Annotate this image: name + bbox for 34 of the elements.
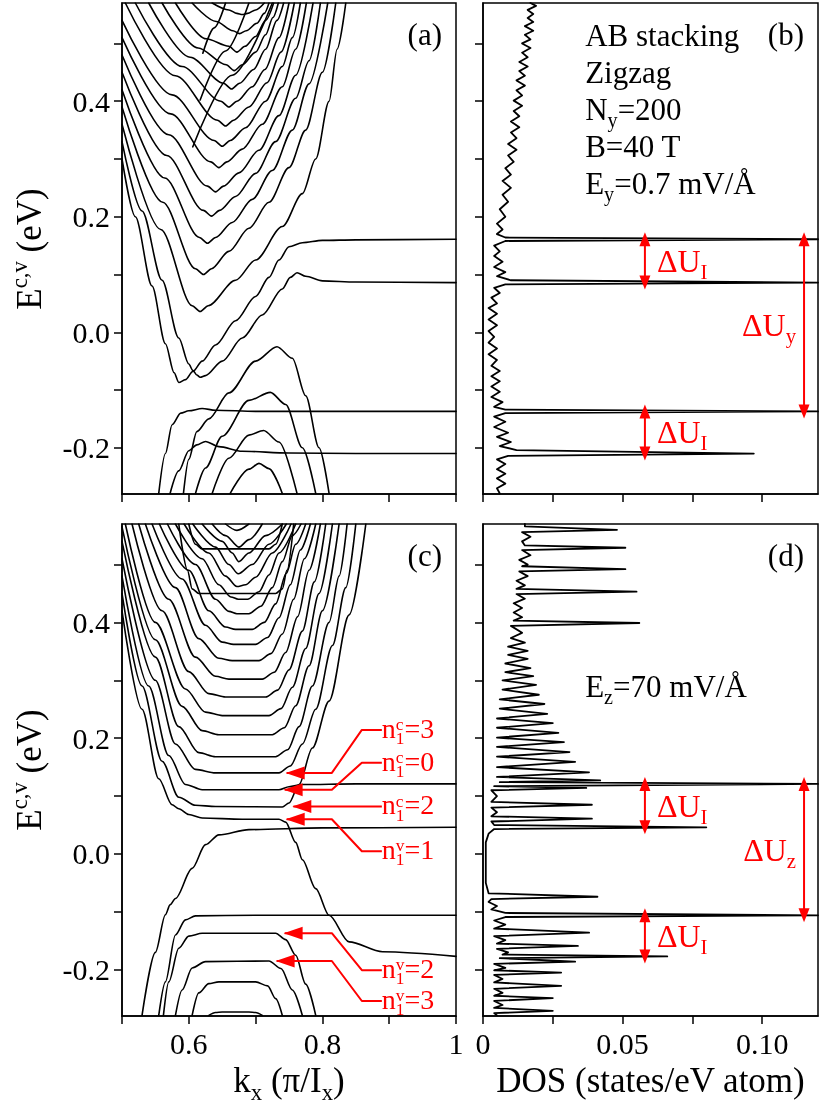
x-axis-title: k$_{x}$ (π/I$_{x}$) <box>233 1061 345 1105</box>
y-tick-label: 0.2 <box>72 200 110 234</box>
x-tick-label: 0 <box>475 1026 491 1060</box>
x-tick-label: 1 <box>448 1026 464 1060</box>
x-tick-label: 0.10 <box>735 1026 789 1060</box>
series-label: ΔU$_{y}$ <box>741 306 797 348</box>
series-label: ΔU$_{I}$ <box>656 787 708 828</box>
annotation: E$_{z}$=70 mV/Å <box>585 669 747 709</box>
y-tick-label: -0.2 <box>62 953 110 987</box>
series-label: ΔU$_{I}$ <box>656 414 708 455</box>
x-tick-label: 0.8 <box>303 1026 342 1060</box>
series-label: ΔU$_{z}$ <box>743 831 797 872</box>
annotation: E$_{y}$=0.7 mV/Å <box>585 165 756 205</box>
series-label: ΔU$_{I}$ <box>656 242 708 283</box>
annotation: n$_{1}$$^{v}$=1 <box>381 833 435 870</box>
y-tick-label: -0.2 <box>62 431 110 465</box>
y-tick-label: 0.2 <box>72 721 110 755</box>
x-axis-title: DOS (states/eV atom) <box>496 1061 805 1102</box>
annotation: n$_{1}$$^{c}$=2 <box>381 789 435 825</box>
annotation: (c) <box>407 538 442 574</box>
annotation: Zigzag <box>585 54 672 91</box>
annotation: AB stacking <box>585 17 740 54</box>
y-tick-label: 0.4 <box>72 84 110 118</box>
annotation: (b) <box>767 17 804 53</box>
annotation: (a) <box>407 17 442 53</box>
x-tick-label: 0.6 <box>170 1026 208 1060</box>
annotation: (d) <box>767 538 804 574</box>
x-tick-label: 0.05 <box>596 1026 649 1060</box>
annotation: n$_{1}$$^{c}$=3 <box>381 712 435 748</box>
series-label: ΔU$_{I}$ <box>656 917 708 958</box>
annotation: n$_{1}$$^{c}$=0 <box>381 745 435 781</box>
y-tick-label: 0.4 <box>72 605 110 639</box>
y-tick-label: 0.0 <box>72 837 110 871</box>
y-tick-label: 0.0 <box>72 315 110 349</box>
